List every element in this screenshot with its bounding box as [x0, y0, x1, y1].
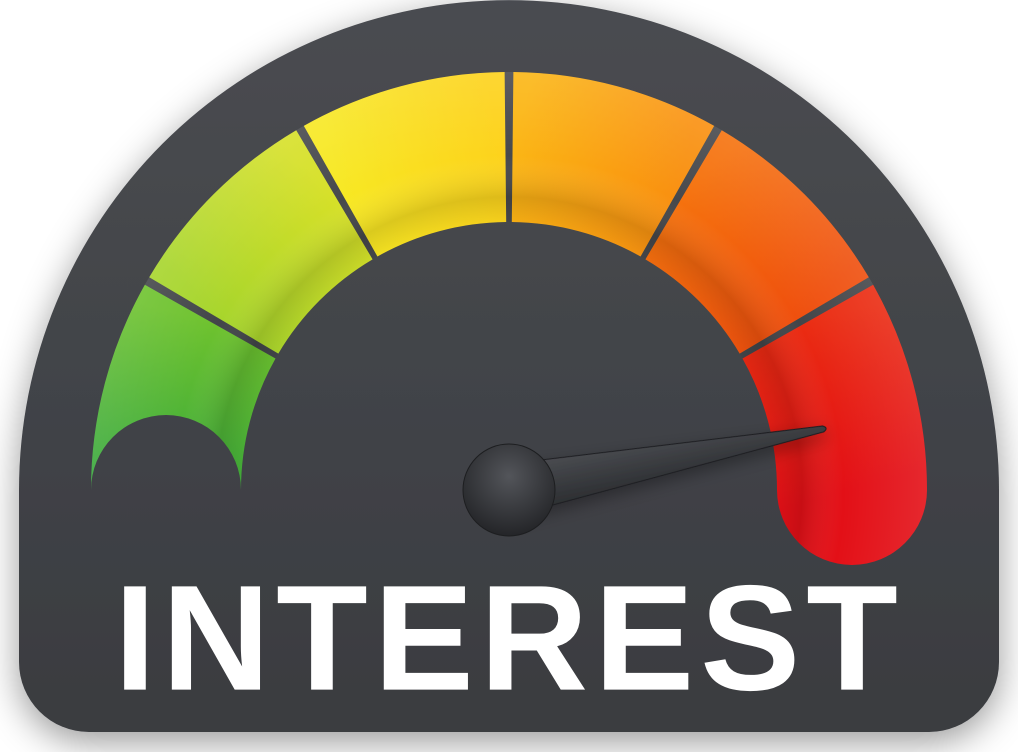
gauge-label: INTEREST	[114, 554, 904, 722]
interest-gauge: INTEREST	[0, 0, 1018, 752]
gauge-needle-hub	[463, 444, 555, 536]
gauge-infographic: INTEREST	[0, 0, 1018, 752]
